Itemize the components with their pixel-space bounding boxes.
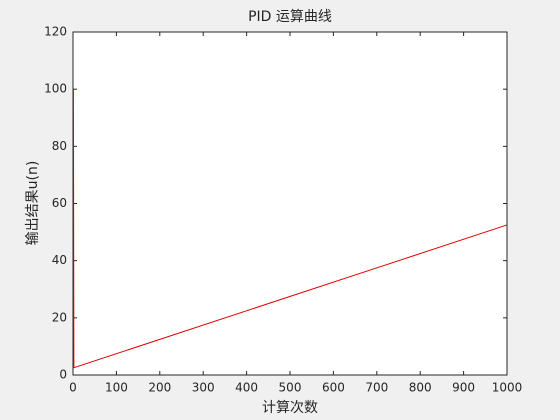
y-axis-label: 输出结果u(n) [25, 161, 41, 246]
x-tick-label: 100 [105, 381, 128, 395]
y-tick-label: 120 [44, 25, 67, 39]
x-tick-label: 700 [365, 381, 388, 395]
y-tick-label: 100 [44, 82, 67, 96]
x-tick-label: 1000 [492, 381, 523, 395]
y-tick-label: 40 [52, 253, 67, 267]
x-axis-label: 计算次数 [262, 400, 318, 416]
y-tick-label: 20 [52, 310, 67, 324]
x-tick-label: 200 [148, 381, 171, 395]
y-tick-label: 80 [52, 139, 67, 153]
x-tick-label: 500 [279, 381, 302, 395]
x-tick-label: 800 [409, 381, 432, 395]
x-tick-label: 900 [452, 381, 475, 395]
x-tick-label: 300 [192, 381, 215, 395]
x-tick-label: 600 [322, 381, 345, 395]
y-tick-label: 0 [59, 368, 67, 382]
x-tick-label: 0 [69, 381, 77, 395]
axes-box [72, 31, 508, 376]
x-tick-label: 400 [235, 381, 258, 395]
y-tick-label: 60 [52, 196, 67, 210]
data-line [72, 89, 508, 369]
chart-title: PID 运算曲线 [248, 9, 332, 25]
